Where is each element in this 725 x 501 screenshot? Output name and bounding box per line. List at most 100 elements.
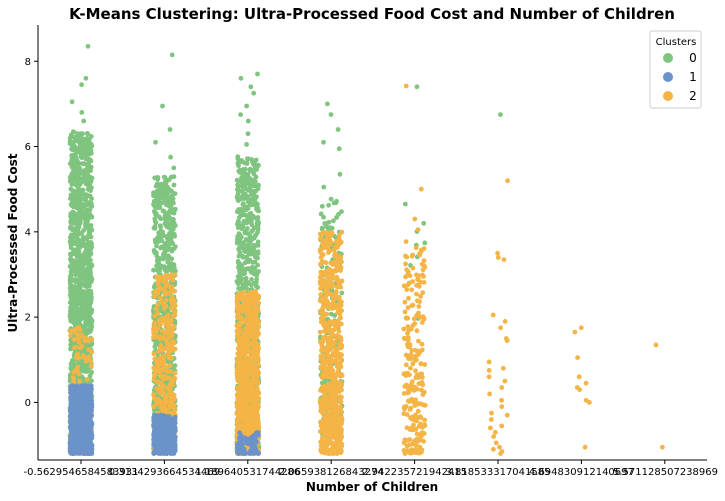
data-point xyxy=(252,259,258,265)
data-point xyxy=(69,304,75,310)
data-point xyxy=(168,306,174,311)
data-point xyxy=(172,370,178,376)
data-point xyxy=(238,294,244,299)
data-point xyxy=(158,380,163,386)
data-point xyxy=(75,241,81,247)
data-point xyxy=(163,241,169,246)
data-point xyxy=(237,245,243,251)
data-point xyxy=(75,231,80,237)
data-point xyxy=(166,203,172,209)
data-point xyxy=(161,233,166,239)
data-point xyxy=(172,288,178,294)
data-point xyxy=(321,184,327,190)
data-point xyxy=(160,367,166,372)
data-point xyxy=(326,219,332,225)
data-point xyxy=(254,318,259,324)
data-point xyxy=(165,327,171,333)
data-point xyxy=(72,234,77,240)
data-point xyxy=(171,182,177,188)
data-point xyxy=(82,177,88,183)
data-point xyxy=(170,277,176,283)
data-point xyxy=(83,294,88,300)
data-point xyxy=(158,374,163,379)
data-point xyxy=(241,283,247,288)
data-point xyxy=(77,273,82,278)
data-point xyxy=(246,404,252,409)
data-point xyxy=(247,326,253,332)
data-point xyxy=(164,233,170,239)
data-point xyxy=(155,176,161,182)
data-point xyxy=(329,311,334,317)
data-point xyxy=(156,366,162,371)
data-point xyxy=(242,249,248,255)
data-point xyxy=(83,320,89,326)
data-point xyxy=(82,280,88,286)
data-point xyxy=(245,188,251,193)
data-point xyxy=(162,199,167,205)
data-point xyxy=(239,158,244,163)
data-point xyxy=(169,256,175,262)
data-point xyxy=(73,196,79,202)
data-point xyxy=(245,118,251,124)
data-point xyxy=(152,344,158,350)
data-point xyxy=(422,240,428,246)
data-point xyxy=(414,84,420,90)
data-point xyxy=(165,375,171,380)
data-point xyxy=(161,302,167,307)
data-point xyxy=(244,431,250,437)
data-point xyxy=(167,127,173,132)
data-point xyxy=(249,277,254,282)
data-point xyxy=(88,158,94,164)
data-point xyxy=(84,377,90,382)
data-point xyxy=(81,118,87,124)
data-point xyxy=(251,90,257,96)
data-point xyxy=(254,306,259,312)
data-point xyxy=(171,210,177,216)
data-point xyxy=(163,337,169,342)
data-point xyxy=(68,252,74,258)
data-point xyxy=(331,218,336,224)
data-point xyxy=(255,215,261,220)
data-point xyxy=(158,295,164,301)
data-point xyxy=(169,217,174,223)
data-point xyxy=(86,210,92,215)
data-point xyxy=(160,256,166,262)
data-point xyxy=(73,277,79,283)
data-point xyxy=(159,328,165,334)
data-point xyxy=(68,333,73,338)
data-point xyxy=(248,212,253,218)
data-point xyxy=(252,166,258,172)
data-point xyxy=(255,71,260,77)
data-point xyxy=(76,179,82,185)
data-point xyxy=(87,323,92,328)
data-point xyxy=(71,142,76,148)
data-point xyxy=(84,156,90,162)
data-point xyxy=(78,135,84,141)
data-point xyxy=(242,396,248,402)
data-point xyxy=(153,204,158,210)
data-point xyxy=(248,321,254,326)
data-point xyxy=(151,320,157,326)
data-point xyxy=(240,212,245,218)
data-point xyxy=(236,330,242,335)
data-point xyxy=(157,336,163,342)
data-point xyxy=(161,306,167,312)
data-point xyxy=(71,320,77,326)
data-point xyxy=(169,400,175,406)
data-point xyxy=(155,267,160,273)
data-point xyxy=(235,423,241,428)
data-point xyxy=(77,345,83,351)
data-point xyxy=(165,216,170,222)
data-point xyxy=(152,283,157,289)
data-point xyxy=(70,227,75,233)
data-point xyxy=(234,195,240,200)
data-point xyxy=(244,244,250,250)
data-point xyxy=(319,203,325,209)
data-point xyxy=(159,189,165,195)
data-point xyxy=(251,162,256,168)
data-point xyxy=(155,396,161,402)
data-point xyxy=(318,211,324,217)
data-point xyxy=(152,370,158,376)
data-point xyxy=(81,191,87,197)
data-point xyxy=(153,139,158,145)
